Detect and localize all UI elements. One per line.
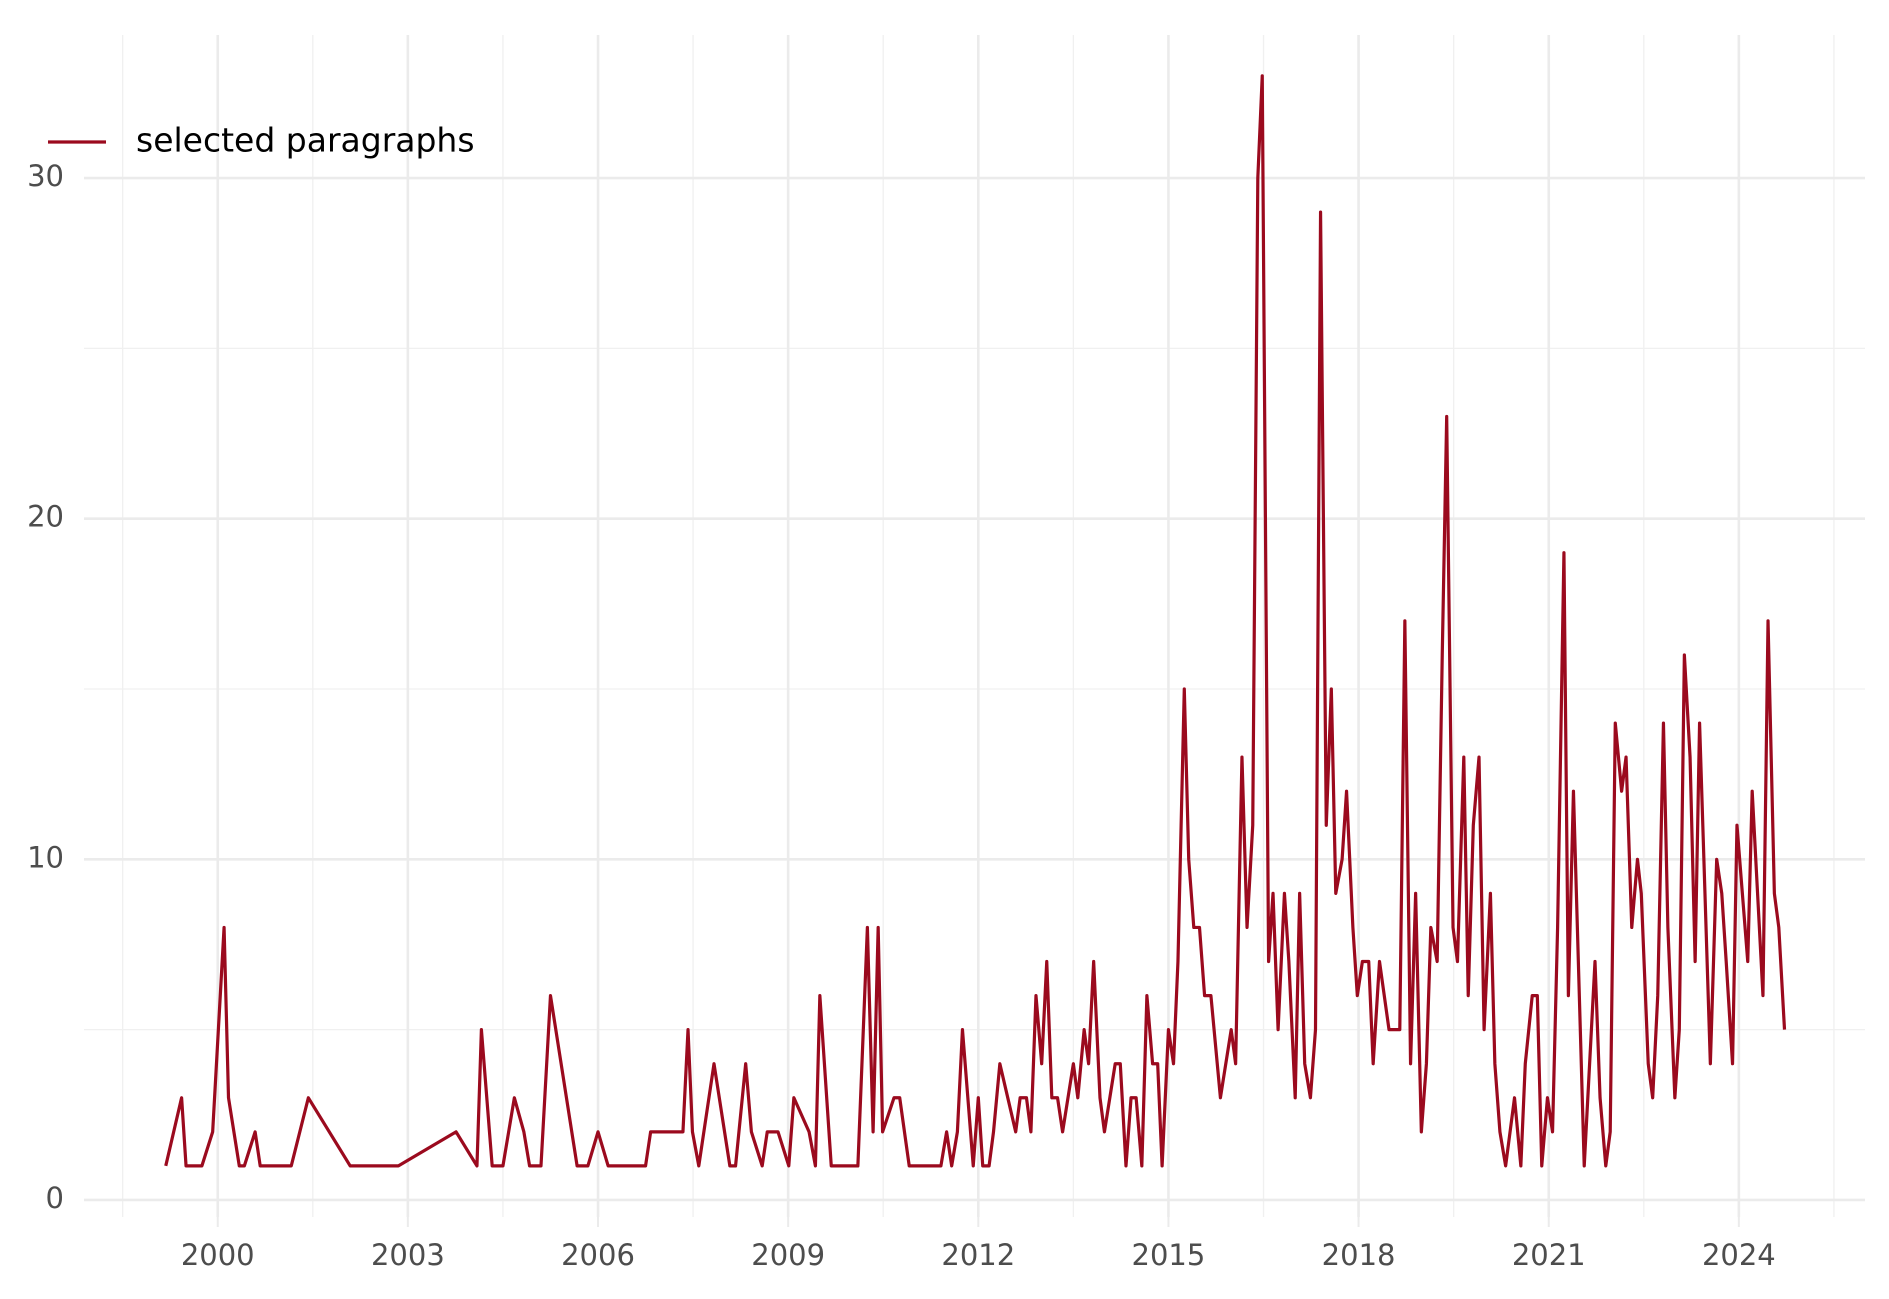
y-tick-label: 20: [27, 500, 64, 534]
x-tick-label: 2012: [941, 1238, 1015, 1272]
x-tick-label: 2018: [1322, 1238, 1396, 1272]
y-tick-label: 10: [27, 840, 64, 874]
y-tick-label: 0: [46, 1181, 64, 1215]
x-tick-label: 2006: [561, 1238, 635, 1272]
data-line: [164, 74, 1787, 1168]
x-tick-label: 2009: [751, 1238, 825, 1272]
x-tick-label: 2000: [181, 1238, 255, 1272]
legend-label: selected paragraphs: [136, 121, 475, 160]
y-tick-label: 30: [27, 159, 64, 193]
x-tick-label: 2015: [1132, 1238, 1206, 1272]
x-tick-label: 2024: [1702, 1238, 1776, 1272]
x-tick-label: 2021: [1512, 1238, 1586, 1272]
x-tick-label: 2003: [371, 1238, 445, 1272]
